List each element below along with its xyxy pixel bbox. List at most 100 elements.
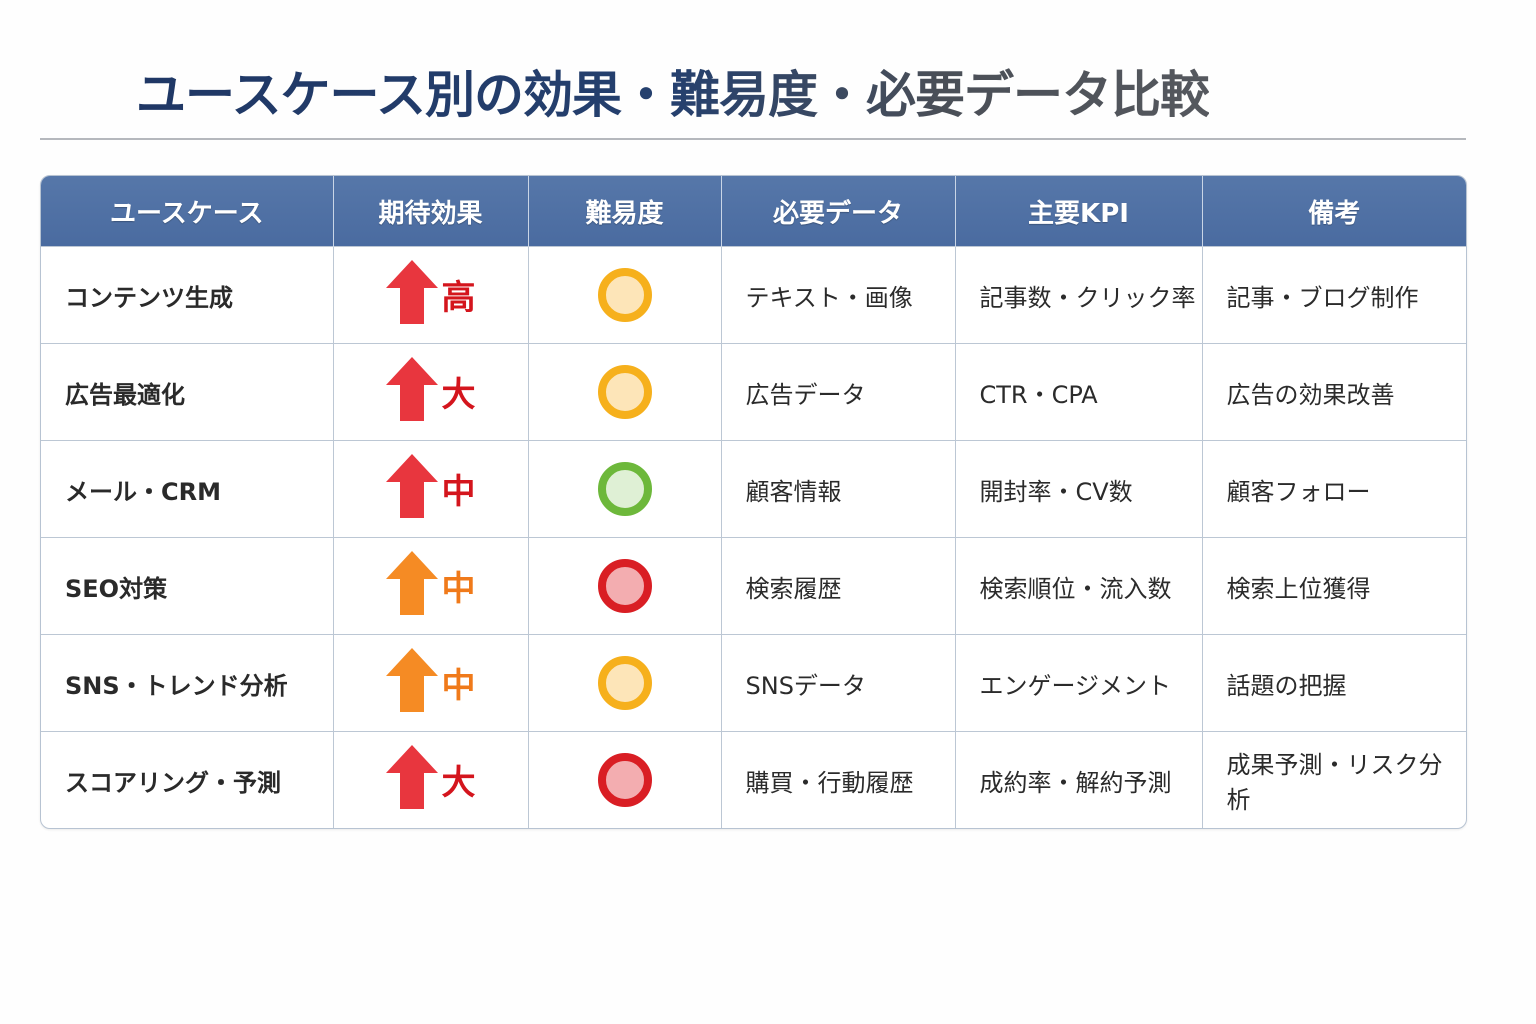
note-label: 話題の把握 [1226, 671, 1347, 700]
header-notes: 備考 [1202, 176, 1466, 247]
effect-cell: 中 [333, 537, 529, 635]
usecase-cell: SEO対策 [41, 537, 334, 635]
effect-indicator: 中 [385, 648, 476, 712]
effect-label: 大 [441, 763, 476, 803]
difficulty-cell [528, 246, 722, 344]
usecase-cell: コンテンツ生成 [41, 246, 334, 344]
circle-yellow-icon [597, 365, 652, 419]
difficulty-cell [528, 440, 722, 538]
comparison-table: ユースケース 期待効果 難易度 必要データ 主要KPI 備考 コンテンツ生成 高… [40, 175, 1467, 829]
effect-indicator: 大 [385, 745, 476, 809]
header-difficulty: 難易度 [528, 176, 722, 247]
note-cell: 検索上位獲得 [1202, 537, 1466, 635]
required-data-label: SNSデータ [745, 671, 866, 700]
kpi-label: 成約率・解約予測 [979, 768, 1172, 797]
required-data-cell: 検索履歴 [721, 537, 956, 635]
difficulty-cell [528, 537, 722, 635]
note-label: 広告の効果改善 [1226, 380, 1395, 409]
effect-cell: 中 [333, 634, 529, 732]
effect-label: 中 [441, 472, 476, 512]
effect-cell: 大 [333, 343, 529, 441]
effect-label: 中 [441, 666, 476, 706]
effect-cell: 高 [333, 246, 529, 344]
note-label: 成果予測・リスク分析 [1226, 751, 1443, 814]
kpi-cell: エンゲージメント [955, 634, 1203, 732]
circle-yellow-icon [597, 656, 652, 710]
usecase-cell: SNS・トレンド分析 [41, 634, 334, 732]
kpi-label: エンゲージメント [979, 671, 1172, 700]
effect-label: 高 [441, 278, 476, 318]
header-main-kpi: 主要KPI [955, 176, 1203, 247]
note-cell: 記事・ブログ制作 [1202, 246, 1466, 344]
header-usecase: ユースケース [41, 176, 334, 247]
required-data-label: 購買・行動履歴 [745, 768, 914, 797]
kpi-cell: 検索順位・流入数 [955, 537, 1203, 635]
note-cell: 顧客フォロー [1202, 440, 1466, 538]
usecase-label: コンテンツ生成 [65, 283, 233, 312]
note-label: 検索上位獲得 [1226, 574, 1371, 603]
note-cell: 広告の効果改善 [1202, 343, 1466, 441]
usecase-label: SEO対策 [65, 574, 168, 603]
kpi-cell: 記事数・クリック率 [955, 246, 1203, 344]
required-data-label: 顧客情報 [745, 477, 842, 506]
usecase-cell: スコアリング・予測 [41, 731, 334, 828]
required-data-cell: 購買・行動履歴 [721, 731, 956, 828]
circle-yellow-icon [597, 268, 652, 322]
table-row: スコアリング・予測 大 購買・行動履歴 成約率・解約予測 成果予測・リスク分析 [41, 731, 1466, 828]
table-row: SNS・トレンド分析 中 SNSデータ エンゲージメント 話題の把握 [41, 634, 1466, 732]
arrow-up-icon [385, 648, 438, 712]
usecase-label: メール・CRM [65, 477, 221, 506]
note-cell: 成果予測・リスク分析 [1202, 731, 1466, 828]
required-data-label: 広告データ [745, 380, 866, 409]
effect-cell: 中 [333, 440, 529, 538]
effect-indicator: 大 [385, 357, 476, 421]
usecase-label: 広告最適化 [65, 380, 185, 409]
circle-red-icon [597, 559, 652, 613]
required-data-cell: 広告データ [721, 343, 956, 441]
table-row: コンテンツ生成 高 テキスト・画像 記事数・クリック率 記事・ブログ制作 [41, 246, 1466, 344]
kpi-label: 記事数・クリック率 [979, 283, 1196, 312]
kpi-cell: CTR・CPA [955, 343, 1203, 441]
table-row: メール・CRM 中 顧客情報 開封率・CV数 顧客フォロー [41, 440, 1466, 538]
required-data-label: テキスト・画像 [745, 283, 913, 312]
usecase-cell: メール・CRM [41, 440, 334, 538]
header-expected-effect: 期待効果 [333, 176, 529, 247]
circle-red-icon [597, 753, 652, 807]
arrow-up-icon [385, 357, 438, 421]
page-title: ユースケース別の効果・難易度・必要データ比較 [136, 60, 1210, 130]
required-data-label: 検索履歴 [745, 574, 842, 603]
kpi-label: 開封率・CV数 [979, 477, 1133, 506]
effect-label: 大 [441, 375, 476, 415]
note-cell: 話題の把握 [1202, 634, 1466, 732]
usecase-label: スコアリング・予測 [65, 768, 281, 797]
usecase-cell: 広告最適化 [41, 343, 334, 441]
arrow-up-icon [385, 260, 438, 324]
table-header-row: ユースケース 期待効果 難易度 必要データ 主要KPI 備考 [41, 176, 1466, 247]
effect-indicator: 高 [385, 260, 476, 324]
required-data-cell: テキスト・画像 [721, 246, 956, 344]
kpi-cell: 成約率・解約予測 [955, 731, 1203, 828]
header-required-data: 必要データ [721, 176, 956, 247]
arrow-up-icon [385, 745, 438, 809]
usecase-label: SNS・トレンド分析 [65, 671, 288, 700]
note-label: 顧客フォロー [1226, 477, 1371, 506]
difficulty-cell [528, 343, 722, 441]
effect-cell: 大 [333, 731, 529, 828]
kpi-label: CTR・CPA [979, 380, 1098, 409]
arrow-up-icon [385, 454, 438, 518]
arrow-up-icon [385, 551, 438, 615]
effect-label: 中 [441, 569, 476, 609]
kpi-label: 検索順位・流入数 [979, 574, 1172, 603]
table-row: SEO対策 中 検索履歴 検索順位・流入数 検索上位獲得 [41, 537, 1466, 635]
effect-indicator: 中 [385, 551, 476, 615]
required-data-cell: SNSデータ [721, 634, 956, 732]
kpi-cell: 開封率・CV数 [955, 440, 1203, 538]
table-row: 広告最適化 大 広告データ CTR・CPA 広告の効果改善 [41, 343, 1466, 441]
circle-green-icon [597, 462, 652, 516]
title-divider [40, 138, 1466, 140]
required-data-cell: 顧客情報 [721, 440, 956, 538]
difficulty-cell [528, 731, 722, 828]
effect-indicator: 中 [385, 454, 476, 518]
difficulty-cell [528, 634, 722, 732]
note-label: 記事・ブログ制作 [1226, 283, 1419, 312]
